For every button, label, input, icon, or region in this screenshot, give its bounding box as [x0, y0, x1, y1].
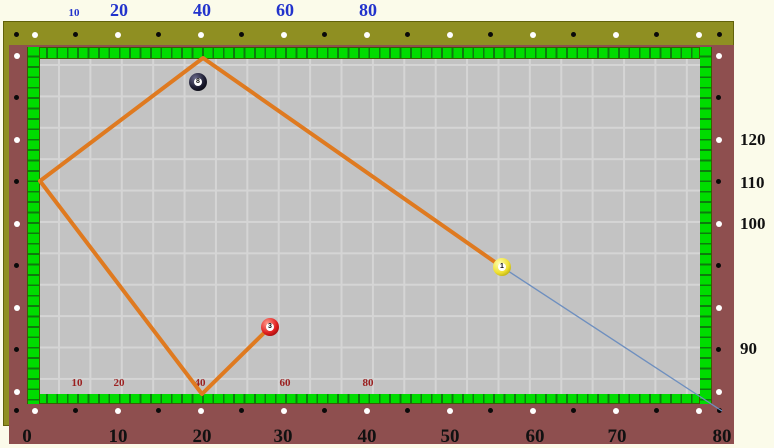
scale-label: 80	[362, 377, 374, 389]
white-diamond-dot	[14, 137, 20, 143]
white-diamond-dot	[716, 53, 722, 59]
white-diamond-dot	[364, 408, 370, 414]
white-diamond-dot	[14, 221, 20, 227]
black-diamond-dot	[488, 408, 493, 413]
black-diamond-dot	[14, 32, 19, 37]
scale-label: 0	[22, 426, 32, 447]
black-diamond-dot	[73, 32, 78, 37]
red-ball[interactable]: 3	[261, 318, 279, 336]
scale-label: 90	[740, 339, 757, 358]
cushion-left	[27, 47, 40, 404]
black-diamond-dot	[717, 32, 722, 37]
black-diamond-dot	[571, 32, 576, 37]
white-diamond-dot	[696, 32, 702, 38]
white-diamond-dot	[530, 32, 536, 38]
black-diamond-dot	[239, 408, 244, 413]
black-diamond-dot	[716, 95, 721, 100]
black-diamond-dot	[716, 347, 721, 352]
white-diamond-dot	[14, 305, 20, 311]
black-diamond-dot	[14, 95, 19, 100]
black-diamond-dot	[14, 179, 19, 184]
scale-label: 70	[607, 426, 627, 447]
scale-label: 10	[71, 377, 83, 389]
scale-label: 40	[194, 377, 206, 389]
scale-label: 20	[113, 377, 125, 389]
yellow-ball-number: 1	[498, 263, 506, 271]
white-diamond-dot	[716, 389, 722, 395]
white-diamond-dot	[364, 32, 370, 38]
cushion-top	[27, 47, 712, 59]
black-diamond-dot	[405, 32, 410, 37]
white-diamond-dot	[14, 53, 20, 59]
white-diamond-dot	[447, 408, 453, 414]
black-diamond-dot	[654, 32, 659, 37]
black-diamond-dot	[571, 408, 576, 413]
black-diamond-dot	[239, 32, 244, 37]
scale-label: 110	[740, 173, 765, 192]
scale-label: 20	[192, 426, 212, 447]
black-diamond-dot	[488, 32, 493, 37]
white-diamond-dot	[716, 221, 722, 227]
white-diamond-dot	[281, 32, 287, 38]
scale-label: 30	[273, 426, 293, 447]
white-diamond-dot	[696, 408, 702, 414]
white-diamond-dot	[281, 408, 287, 414]
black-diamond-dot	[156, 408, 161, 413]
black-diamond-dot	[322, 32, 327, 37]
black-diamond-dot	[73, 408, 78, 413]
scale-label: 80	[712, 426, 732, 447]
white-diamond-dot	[716, 305, 722, 311]
white-diamond-dot	[14, 389, 20, 395]
white-diamond-dot	[115, 32, 121, 38]
scale-label: 40	[193, 0, 211, 20]
cushion-right	[699, 47, 712, 404]
black-diamond-dot	[322, 408, 327, 413]
scale-label: 60	[276, 0, 294, 20]
table-bed[interactable]	[40, 59, 700, 394]
white-diamond-dot	[32, 408, 38, 414]
scale-label: 120	[740, 130, 766, 149]
white-diamond-dot	[198, 408, 204, 414]
red-ball-number: 3	[266, 323, 274, 331]
white-diamond-dot	[530, 408, 536, 414]
scale-label: 50	[440, 426, 460, 447]
black-diamond-dot	[14, 347, 19, 352]
white-diamond-dot	[198, 32, 204, 38]
black-diamond-dot	[405, 408, 410, 413]
scale-label: 20	[110, 0, 128, 20]
white-diamond-dot	[613, 408, 619, 414]
black-diamond-dot	[716, 179, 721, 184]
scale-label: 40	[357, 426, 377, 447]
white-diamond-dot	[115, 408, 121, 414]
black-diamond-dot	[654, 408, 659, 413]
white-diamond-dot	[613, 32, 619, 38]
white-diamond-dot	[447, 32, 453, 38]
white-diamond-dot	[716, 137, 722, 143]
white-diamond-dot	[32, 32, 38, 38]
black-diamond-dot	[14, 408, 19, 413]
scale-label: 60	[525, 426, 545, 447]
scale-label: 10	[108, 426, 128, 447]
black-diamond-dot	[717, 408, 722, 413]
scale-label: 100	[740, 214, 766, 233]
scale-label: 10	[68, 7, 80, 19]
black-ball-number: 8	[194, 78, 202, 86]
yellow-ball[interactable]: 1	[493, 258, 511, 276]
black-diamond-dot	[156, 32, 161, 37]
black-ball[interactable]: 8	[189, 73, 207, 91]
scale-label: 80	[359, 0, 377, 20]
black-diamond-dot	[716, 263, 721, 268]
black-diamond-dot	[14, 263, 19, 268]
scale-label: 60	[279, 377, 291, 389]
